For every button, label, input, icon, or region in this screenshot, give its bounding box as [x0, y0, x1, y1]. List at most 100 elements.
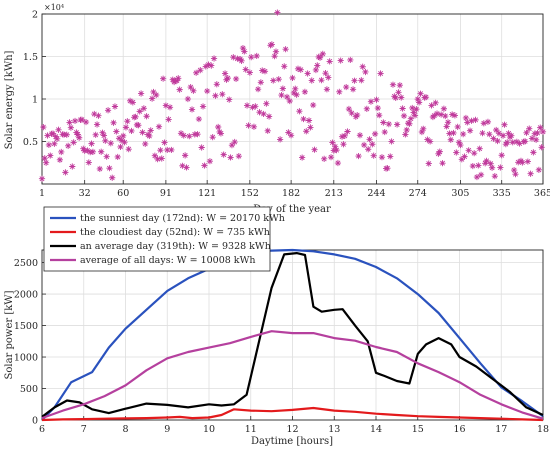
- scatter-point: [367, 98, 375, 105]
- scatter-point: [417, 90, 424, 97]
- scatter-x-tick-label: 1: [39, 188, 45, 199]
- scatter-x-tick-label: 91: [160, 188, 172, 199]
- scatter-point: [365, 146, 372, 153]
- scatter-point: [476, 145, 483, 152]
- scatter-point: [254, 86, 262, 93]
- line-x-tick-label: 6: [39, 424, 45, 435]
- scatter-point: [43, 159, 50, 166]
- scatter-point: [219, 91, 226, 98]
- scatter-point: [49, 130, 57, 137]
- scatter-point: [132, 113, 139, 120]
- scatter-point: [399, 105, 406, 112]
- scatter-point: [84, 147, 91, 154]
- scatter-ticks: 1 32 60 91 121 152 182 213 244 274 305 335 365 0.5 1 1.…: [23, 10, 550, 200]
- scatter-point: [341, 132, 348, 139]
- scatter-point: [78, 116, 86, 123]
- line-x-tick-label: 7: [81, 424, 87, 435]
- scatter-point: [332, 143, 339, 150]
- scatter-point: [194, 131, 201, 138]
- line-x-tick-label: 15: [412, 424, 424, 435]
- scatter-point: [499, 132, 507, 139]
- scatter-point: [266, 113, 273, 120]
- scatter-point: [149, 95, 156, 102]
- scatter-point: [442, 112, 449, 120]
- line-series: [41, 248, 544, 422]
- scatter-point: [117, 143, 124, 151]
- scatter-point: [347, 56, 354, 64]
- line-y-tick-label: 2000: [14, 290, 38, 301]
- scatter-point: [384, 165, 391, 172]
- scatter-point: [212, 92, 219, 99]
- scatter-point: [136, 108, 143, 115]
- scatter-point: [373, 96, 380, 103]
- scatter-point: [88, 140, 95, 147]
- scatter-point: [435, 150, 442, 157]
- scatter-point: [162, 102, 169, 109]
- scatter-point: [125, 146, 132, 153]
- scatter-point: [438, 111, 445, 118]
- scatter-point: [293, 91, 300, 98]
- scatter-point: [232, 75, 240, 83]
- scatter-point: [504, 139, 511, 146]
- scatter-point: [363, 105, 370, 112]
- scatter-point: [524, 158, 531, 165]
- scatter-point: [161, 139, 168, 146]
- scatter-point: [436, 148, 443, 155]
- scatter-point: [533, 136, 540, 143]
- scatter-point: [531, 130, 538, 137]
- scatter-point: [322, 70, 329, 77]
- scatter-point: [530, 149, 537, 156]
- scatter-point: [62, 169, 69, 176]
- scatter-point: [155, 123, 163, 130]
- scatter-point: [115, 135, 123, 142]
- scatter-point: [345, 105, 353, 113]
- scatter-point: [462, 114, 470, 122]
- scatter-point: [490, 135, 497, 142]
- scatter-x-tick-label: 305: [451, 188, 469, 199]
- scatter-point: [303, 128, 310, 135]
- line-x-tick-label: 10: [203, 424, 215, 435]
- scatter-point: [424, 136, 431, 143]
- scatter-point: [85, 159, 92, 166]
- scatter-point: [431, 112, 438, 119]
- legend-label-average-all: average of all days: W = 10008 kWh: [80, 255, 255, 266]
- scatter-point: [403, 126, 410, 134]
- line-x-tick-label: 9: [164, 424, 170, 435]
- scatter-point: [146, 132, 153, 140]
- scatter-point: [522, 138, 529, 145]
- scatter-x-tick-label: 365: [534, 188, 550, 199]
- scatter-y-tick-label: 1: [32, 95, 38, 106]
- scatter-point: [250, 123, 258, 130]
- scatter-point: [177, 130, 185, 137]
- scatter-point: [176, 86, 183, 93]
- scatter-point: [279, 85, 286, 92]
- scatter-point: [539, 128, 547, 135]
- scatter-point: [210, 55, 218, 62]
- scatter-point: [327, 154, 335, 161]
- scatter-point: [446, 130, 453, 137]
- scatter-point: [143, 113, 150, 120]
- scatter-point: [128, 127, 135, 135]
- scatter-point: [182, 152, 189, 159]
- scatter-point: [150, 88, 157, 96]
- scatter-point: [201, 162, 208, 169]
- scatter-point: [333, 147, 340, 154]
- scatter-point: [257, 79, 264, 86]
- scatter-point: [427, 138, 434, 145]
- scatter-point: [440, 105, 448, 112]
- scatter-point: [63, 131, 70, 138]
- scatter-point: [129, 99, 136, 106]
- scatter-point: [157, 147, 164, 154]
- scatter-point: [249, 104, 256, 111]
- scatter-point: [338, 133, 346, 140]
- scatter-point: [45, 141, 52, 149]
- scatter-point: [51, 140, 58, 147]
- scatter-point: [275, 76, 282, 83]
- scatter-point: [414, 96, 421, 103]
- scatter-point: [329, 139, 336, 146]
- scatter-point: [164, 146, 171, 154]
- scatter-point: [495, 130, 503, 137]
- scatter-point: [343, 83, 350, 91]
- scatter-point: [537, 124, 544, 131]
- scatter-point: [282, 46, 289, 53]
